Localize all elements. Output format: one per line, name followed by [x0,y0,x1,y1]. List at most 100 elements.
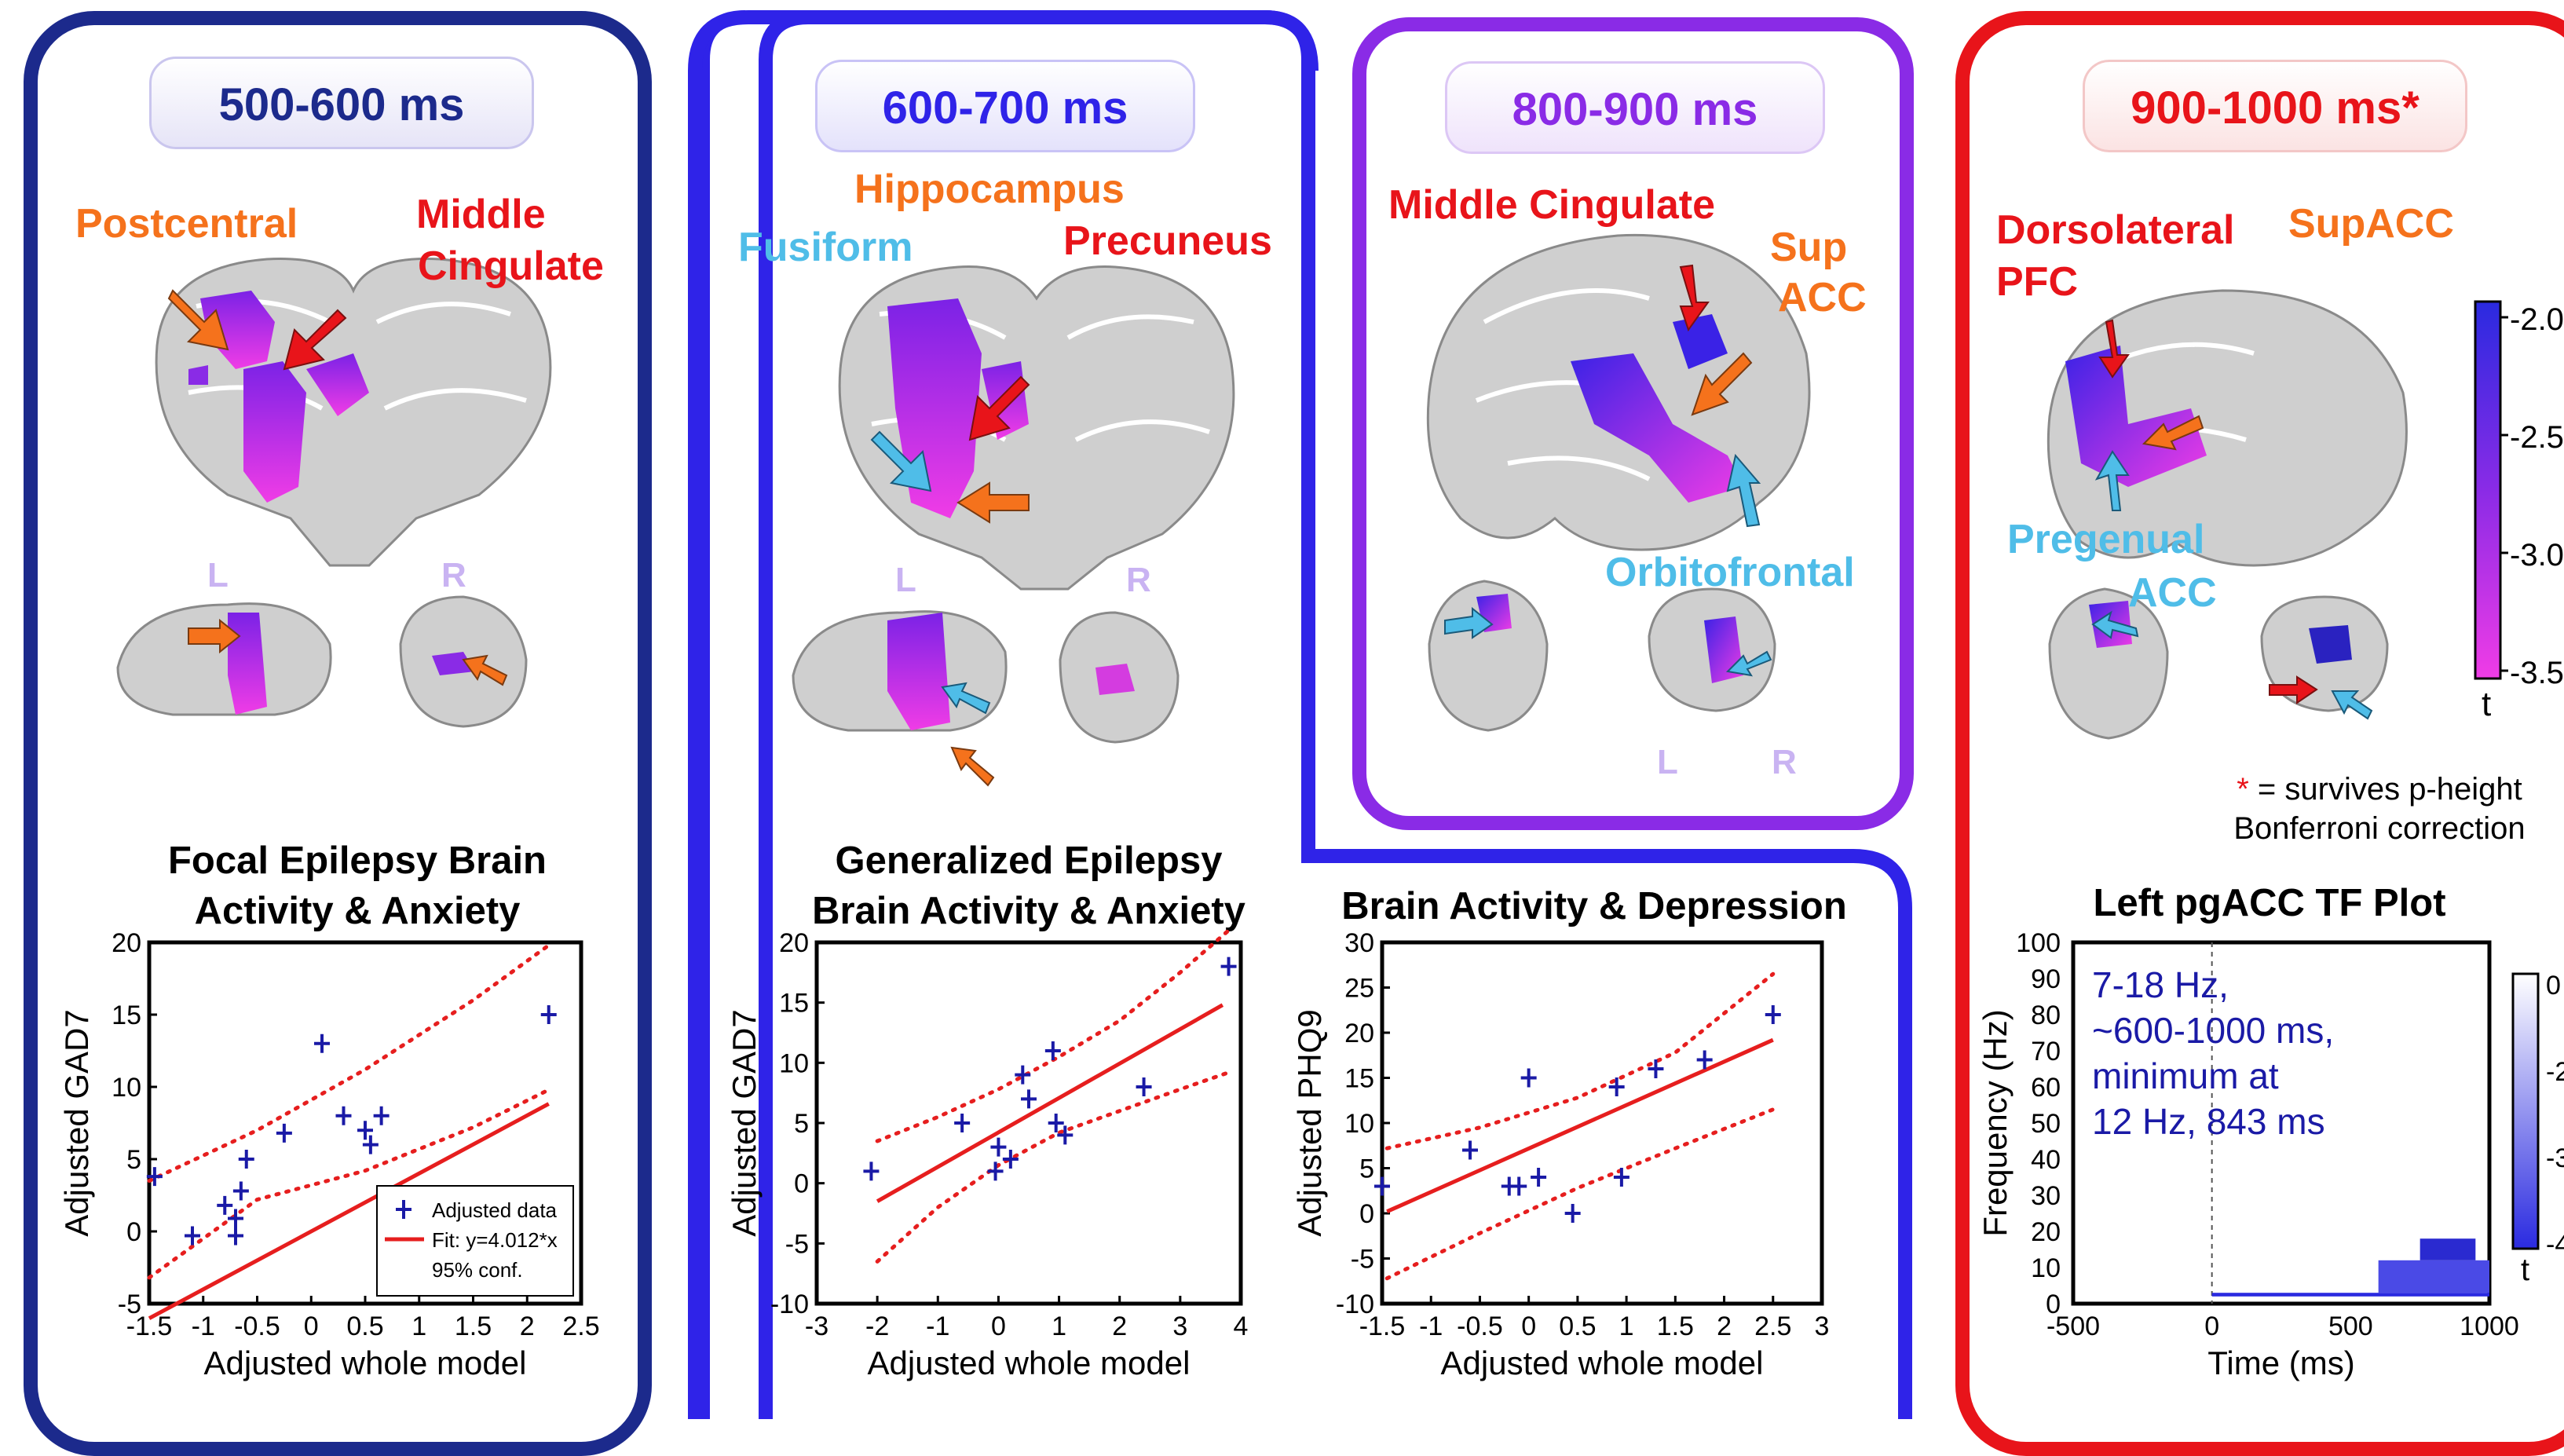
data-point [1057,1125,1074,1145]
y-tick-label: 80 [2031,1001,2061,1030]
y-axis-label: Frequency (Hz) [1977,1009,2014,1236]
time-pill-900-1000: 900-1000 ms* [2083,60,2467,152]
y-tick-label: 10 [779,1048,809,1078]
tf-annotation-line: 7-18 Hz, [2092,964,2229,1005]
tf-colorbar [2511,972,2540,1250]
conf-lower-line [875,1070,1231,1264]
panel-3-brain-images [1426,233,1811,732]
region-label-acc: ACC [1778,275,1867,320]
region-label-precuneus: Precuneus [1063,218,1272,264]
data-point [1220,957,1237,976]
panel-1-brain-images [116,258,552,728]
time-pill-500-600: 500-600 ms [149,57,534,149]
tf-annotation-line: ~600-1000 ms, [2092,1010,2334,1051]
legend-entry: Fit: y=4.012*x [432,1228,558,1252]
fit-line [1386,1037,1774,1213]
right-label: R [441,556,466,594]
scatter-plot-focal-anxiety: -1.5 -1 -0.5 0 0.5 1 1.5 2 2.5-505101520Adjusted… [58,928,600,1381]
y-tick-label: 10 [2031,1253,2061,1283]
tf-colorbar-label: t [2521,1253,2529,1287]
x-tick-label: 2 [1717,1311,1732,1341]
y-tick-label: 5 [126,1145,141,1175]
data-point [1002,1150,1019,1169]
region-label-pregenual: Pregenual [2007,517,2205,562]
y-tick-label: 0 [126,1217,141,1247]
data-point [228,1209,243,1228]
data-point [954,1114,971,1132]
data-point [1613,1168,1629,1187]
region-label-postcentral: Postcentral [75,201,298,247]
x-tick-label: 1 [1619,1311,1634,1341]
data-point [1374,1176,1390,1196]
right-label: R [1126,561,1151,599]
region-label-middle-cingulate: Middle Cingulate [1388,182,1715,228]
left-label: L [1657,743,1678,781]
data-point [1648,1059,1664,1078]
tf-colorbar-tick: -4 [2546,1230,2564,1260]
data-point [276,1123,292,1143]
y-axis-label: Adjusted GAD7 [726,1009,763,1237]
x-tick-label: 0 [304,1311,319,1341]
data-point [185,1226,200,1246]
data-point [990,1137,1007,1157]
note-star: * [2237,772,2249,807]
tf-cluster [2378,1260,2489,1293]
y-tick-label: 5 [794,1109,809,1139]
data-point [863,1162,880,1181]
x-tick-label: -0.5 [234,1311,280,1341]
x-tick-label: 2 [1112,1311,1127,1341]
bonferroni-note: * = survives p-height Bonferroni correct… [2199,770,2560,848]
x-tick-label: -1 [1419,1311,1443,1341]
scatter-plot-depression: -1.5 -1 -0.5 0 0.5 1 1.5 2 2.5 3 -10 -5 0 5 10 15 20 25 30… [1291,928,1830,1381]
note-line-1: = survives p-height [2257,772,2522,807]
y-tick-label: 15 [1344,1064,1374,1094]
data-point [1511,1176,1527,1196]
x-axis-label: Adjusted whole model [1441,1344,1764,1381]
plot-title-tf: Left pgACC TF Plot [2093,882,2446,924]
y-axis-label: Adjusted PHQ9 [1291,1009,1328,1237]
x-tick-label: 1.5 [1657,1311,1694,1341]
data-point [362,1135,379,1154]
y-tick-label: 20 [779,928,809,958]
data-point [228,1226,243,1246]
panel-3-border [1352,17,1914,830]
x-axis-label: Time (ms) [2207,1344,2354,1381]
data-point [238,1150,254,1169]
fit-line [876,1003,1224,1203]
colorbar-tick: -2.5 [2510,420,2564,455]
x-tick-label: 3 [1815,1311,1830,1341]
y-tick-label: 40 [2031,1145,2061,1175]
panel-2-brain-images [792,265,1235,787]
x-tick-label: 1 [1052,1311,1066,1341]
tf-colorbar-tick: -3 [2546,1143,2564,1173]
region-label-fusiform: Fusiform [738,225,913,270]
y-tick-label: 30 [1344,928,1374,958]
region-label-pfc: PFC [1996,259,2078,305]
data-point [1015,1065,1031,1085]
data-point [314,1033,330,1053]
y-tick-label: 90 [2031,964,2061,994]
x-tick-label: 3 [1172,1311,1187,1341]
data-point [146,1167,163,1187]
colorbar-tick: -3.5 [2510,656,2564,690]
conf-upper-line [875,928,1231,1143]
title-line-1: Generalized Epilepsy [835,840,1223,882]
y-tick-label: 20 [2031,1217,2061,1247]
x-tick-label: -500 [2046,1311,2100,1341]
data-point [1021,1089,1037,1109]
colorbar-tick: -2.0 [2510,302,2564,337]
data-point [1608,1077,1625,1096]
time-pill-800-900: 800-900 ms [1445,61,1825,154]
y-tick-label: 50 [2031,1109,2061,1139]
plot-title-depression: Brain Activity & Depression [1341,885,1847,927]
data-point [1531,1168,1547,1187]
y-tick-label: -10 [1336,1290,1374,1319]
data-point [373,1106,390,1125]
conf-upper-line [147,943,551,1183]
data-point [1765,1005,1781,1024]
y-tick-label: 0 [1359,1199,1374,1229]
x-tick-label: 4 [1234,1311,1249,1341]
x-tick-label: 0.5 [1559,1311,1596,1341]
x-tick-label: 0.5 [346,1311,383,1341]
